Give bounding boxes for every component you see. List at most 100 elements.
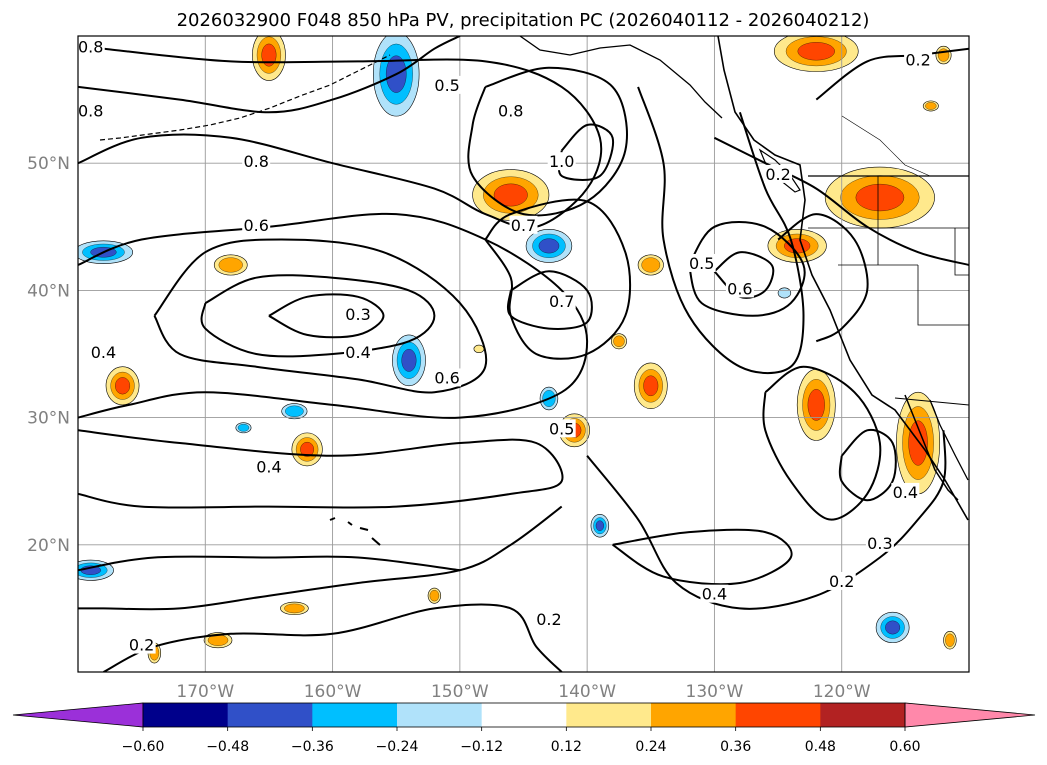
pv-contour-line xyxy=(688,221,806,317)
precip-cell xyxy=(922,100,939,112)
contour-label: 0.5 xyxy=(434,76,459,95)
contour-label: 1.0 xyxy=(549,152,574,171)
precip-shell xyxy=(285,405,304,417)
precipitation-shading xyxy=(78,36,957,664)
precip-cell xyxy=(392,334,426,387)
contour-label: 0.4 xyxy=(893,483,918,502)
x-tick-label: 140°W xyxy=(558,682,616,702)
precip-shell xyxy=(473,344,485,354)
pv-contour-line xyxy=(557,123,615,181)
pv-contour-line xyxy=(153,238,488,394)
precip-cell xyxy=(235,422,252,434)
nevada-utah-border xyxy=(954,228,969,276)
contour-label: 0.2 xyxy=(765,165,790,184)
contour-label-background xyxy=(509,215,538,234)
contour-label: 0.7 xyxy=(511,216,536,235)
contour-label-background xyxy=(764,164,793,183)
contour-label-background xyxy=(127,635,156,654)
contour-label-background xyxy=(89,343,118,361)
pv-contour-line xyxy=(612,528,793,586)
contour-label-background xyxy=(687,253,716,272)
precip-shell xyxy=(429,590,440,602)
contour-label-background xyxy=(700,584,729,603)
precip-cell xyxy=(281,403,308,420)
precip-shell xyxy=(493,183,528,207)
contour-label: 0.4 xyxy=(91,343,116,362)
precip-shell xyxy=(641,257,661,273)
contour-label-background xyxy=(865,533,894,552)
precip-cell xyxy=(611,333,627,350)
precip-cell xyxy=(427,587,442,604)
contour-label-background xyxy=(547,152,576,171)
precip-cell xyxy=(637,254,664,276)
contour-label-background xyxy=(547,419,576,438)
pv-contour-line xyxy=(506,270,593,330)
precip-cell xyxy=(633,362,668,409)
pv-contour-line xyxy=(838,428,897,502)
contour-label-background xyxy=(254,457,283,476)
contour-label: 0.8 xyxy=(498,101,523,120)
pv-contour-line xyxy=(103,603,563,672)
colorbar-segment xyxy=(397,703,483,727)
precip-cell xyxy=(252,36,286,81)
precip-cell xyxy=(777,287,792,299)
pv-contours xyxy=(78,36,969,672)
precip-shell xyxy=(807,389,825,421)
contour-label-background xyxy=(242,152,271,171)
aleutian-islands xyxy=(99,54,391,141)
precip-cell xyxy=(105,366,140,406)
contour-label-background xyxy=(78,37,105,56)
contour-label: 0.4 xyxy=(702,585,727,604)
precip-shell xyxy=(784,238,811,254)
colorbar-tick-label: 0.36 xyxy=(720,739,751,755)
contour-label-background xyxy=(904,50,933,69)
pv-contour-line xyxy=(78,555,461,572)
precip-cell xyxy=(291,432,323,467)
pv-contour-line xyxy=(484,198,632,360)
contour-label: 0.3 xyxy=(867,534,892,553)
contour-label: 0.8 xyxy=(78,101,103,120)
contour-label-background xyxy=(827,571,856,590)
pv-contour-line xyxy=(815,47,969,101)
precip-cell xyxy=(280,601,309,616)
colorbar-tick-label: −0.48 xyxy=(206,739,249,755)
colorbar-extend-low xyxy=(12,702,144,728)
colorbar-segment xyxy=(143,703,229,727)
contour-label-background xyxy=(534,610,563,629)
precip-shell xyxy=(613,335,625,347)
contour-label: 0.6 xyxy=(243,216,268,235)
pv-contour-line xyxy=(762,365,882,521)
contour-label-background xyxy=(433,75,462,94)
precip-shell xyxy=(925,102,937,110)
contour-label: 0.4 xyxy=(345,343,370,362)
precip-shell xyxy=(945,633,955,647)
pv-contour-line xyxy=(268,293,385,339)
y-tick-label: 50°N xyxy=(27,154,70,174)
precip-shell xyxy=(261,43,277,67)
precip-cell xyxy=(824,166,935,229)
precip-cell xyxy=(525,229,573,263)
contour-label-background xyxy=(496,101,525,120)
colorbar-segment xyxy=(651,703,737,727)
precip-shell xyxy=(237,423,250,432)
pv-contour-line xyxy=(78,36,461,114)
colorbar-tick-label: −0.60 xyxy=(122,739,165,755)
precip-shell xyxy=(401,349,417,372)
contour-label: 0.7 xyxy=(549,292,574,311)
contour-label: 0.3 xyxy=(345,305,370,324)
precip-cell xyxy=(773,36,859,72)
pv-contour-line xyxy=(713,136,969,266)
contour-label: 0.8 xyxy=(243,152,268,171)
contour-label: 0.6 xyxy=(727,279,752,298)
precip-shell xyxy=(643,375,659,397)
precip-shell xyxy=(855,183,905,212)
contour-label-background xyxy=(891,482,920,501)
colorbar-tick-label: 0.60 xyxy=(889,739,920,755)
precip-cell xyxy=(943,630,957,650)
pv-contour-line xyxy=(777,213,869,343)
political-borders xyxy=(808,115,969,406)
colorbar-tick-label: 0.12 xyxy=(551,739,582,755)
x-tick-label: 170°W xyxy=(176,682,234,702)
colorbar-segment xyxy=(735,703,821,727)
colorbar-tick-label: −0.24 xyxy=(376,739,419,755)
